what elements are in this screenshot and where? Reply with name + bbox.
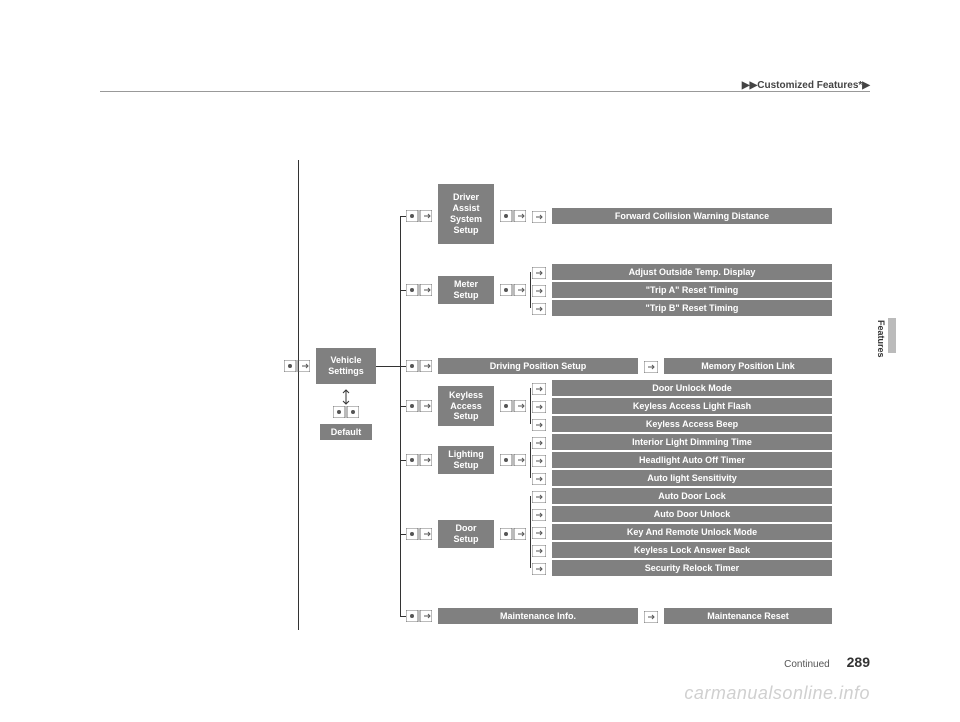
door-item-3: Keyless Lock Answer Back	[552, 542, 832, 558]
keyless-item-2: Keyless Access Beep	[552, 416, 832, 432]
nav-small-icon	[532, 210, 546, 222]
nav-icon	[406, 284, 432, 296]
maintenance-item: Maintenance Reset	[664, 608, 832, 624]
door-item-0: Auto Door Lock	[552, 488, 832, 504]
nav-small-icon	[532, 382, 546, 394]
nav-icon	[406, 360, 432, 372]
header-rule	[100, 91, 870, 92]
root-connector	[298, 160, 299, 630]
nav-small-icon	[532, 490, 546, 502]
nav-icon	[284, 360, 310, 372]
lighting-box: Lighting Setup	[438, 446, 494, 474]
page-number: 289	[847, 654, 870, 670]
breadcrumb: ▶▶Customized Features*▶	[100, 80, 870, 91]
meter-item-0: Adjust Outside Temp. Display	[552, 264, 832, 280]
nav-icon	[406, 210, 432, 222]
door-item-4: Security Relock Timer	[552, 560, 832, 576]
nav-small-icon	[532, 302, 546, 314]
section-tab-mark	[888, 318, 896, 353]
door-item-1: Auto Door Unlock	[552, 506, 832, 522]
section-tab: Features	[876, 320, 886, 358]
page-footer: Continued 289	[570, 654, 870, 672]
nav-icon	[500, 528, 526, 540]
driving-position-box: Driving Position Setup	[438, 358, 638, 374]
nav-small-icon	[532, 266, 546, 278]
driver-assist-box: Driver Assist System Setup	[438, 184, 494, 244]
meter-item-1: "Trip A" Reset Timing	[552, 282, 832, 298]
nav-small-icon	[532, 472, 546, 484]
nav-small-icon	[532, 544, 546, 556]
meter-setup-box: Meter Setup	[438, 276, 494, 304]
nav-icon	[500, 284, 526, 296]
updown-icon	[336, 388, 356, 406]
branch-connector	[400, 216, 401, 616]
nav-small-icon	[532, 454, 546, 466]
nav-small-icon	[532, 400, 546, 412]
keyless-item-0: Door Unlock Mode	[552, 380, 832, 396]
nav-icon	[500, 400, 526, 412]
default-box: Default	[320, 424, 372, 440]
keyless-box: Keyless Access Setup	[438, 386, 494, 426]
nav-icon	[406, 610, 432, 622]
forward-collision-item: Forward Collision Warning Distance	[552, 208, 832, 224]
lighting-item-1: Headlight Auto Off Timer	[552, 452, 832, 468]
nav-small-icon	[532, 418, 546, 430]
door-box: Door Setup	[438, 520, 494, 548]
nav-small-icon	[532, 436, 546, 448]
nav-icon	[406, 400, 432, 412]
nav-icon	[333, 406, 359, 418]
lighting-item-0: Interior Light Dimming Time	[552, 434, 832, 450]
nav-small-icon	[532, 284, 546, 296]
nav-small-icon	[644, 360, 658, 372]
door-item-2: Key And Remote Unlock Mode	[552, 524, 832, 540]
nav-small-icon	[532, 526, 546, 538]
meter-item-2: "Trip B" Reset Timing	[552, 300, 832, 316]
watermark: carmanualsonline.info	[684, 683, 870, 704]
nav-icon	[500, 210, 526, 222]
branch-h	[376, 366, 400, 367]
vehicle-settings-box: Vehicle Settings	[316, 348, 376, 384]
maintenance-box: Maintenance Info.	[438, 608, 638, 624]
nav-small-icon	[532, 562, 546, 574]
keyless-item-1: Keyless Access Light Flash	[552, 398, 832, 414]
nav-small-icon	[532, 508, 546, 520]
nav-icon	[406, 528, 432, 540]
nav-icon	[500, 454, 526, 466]
page-content: ▶▶Customized Features*▶	[100, 80, 870, 96]
menu-tree-diagram: Vehicle Settings Default Driver Assist S…	[280, 160, 840, 640]
lighting-item-2: Auto light Sensitivity	[552, 470, 832, 486]
continued-label: Continued	[784, 659, 830, 670]
memory-position-item: Memory Position Link	[664, 358, 832, 374]
nav-small-icon	[644, 610, 658, 622]
nav-icon	[406, 454, 432, 466]
